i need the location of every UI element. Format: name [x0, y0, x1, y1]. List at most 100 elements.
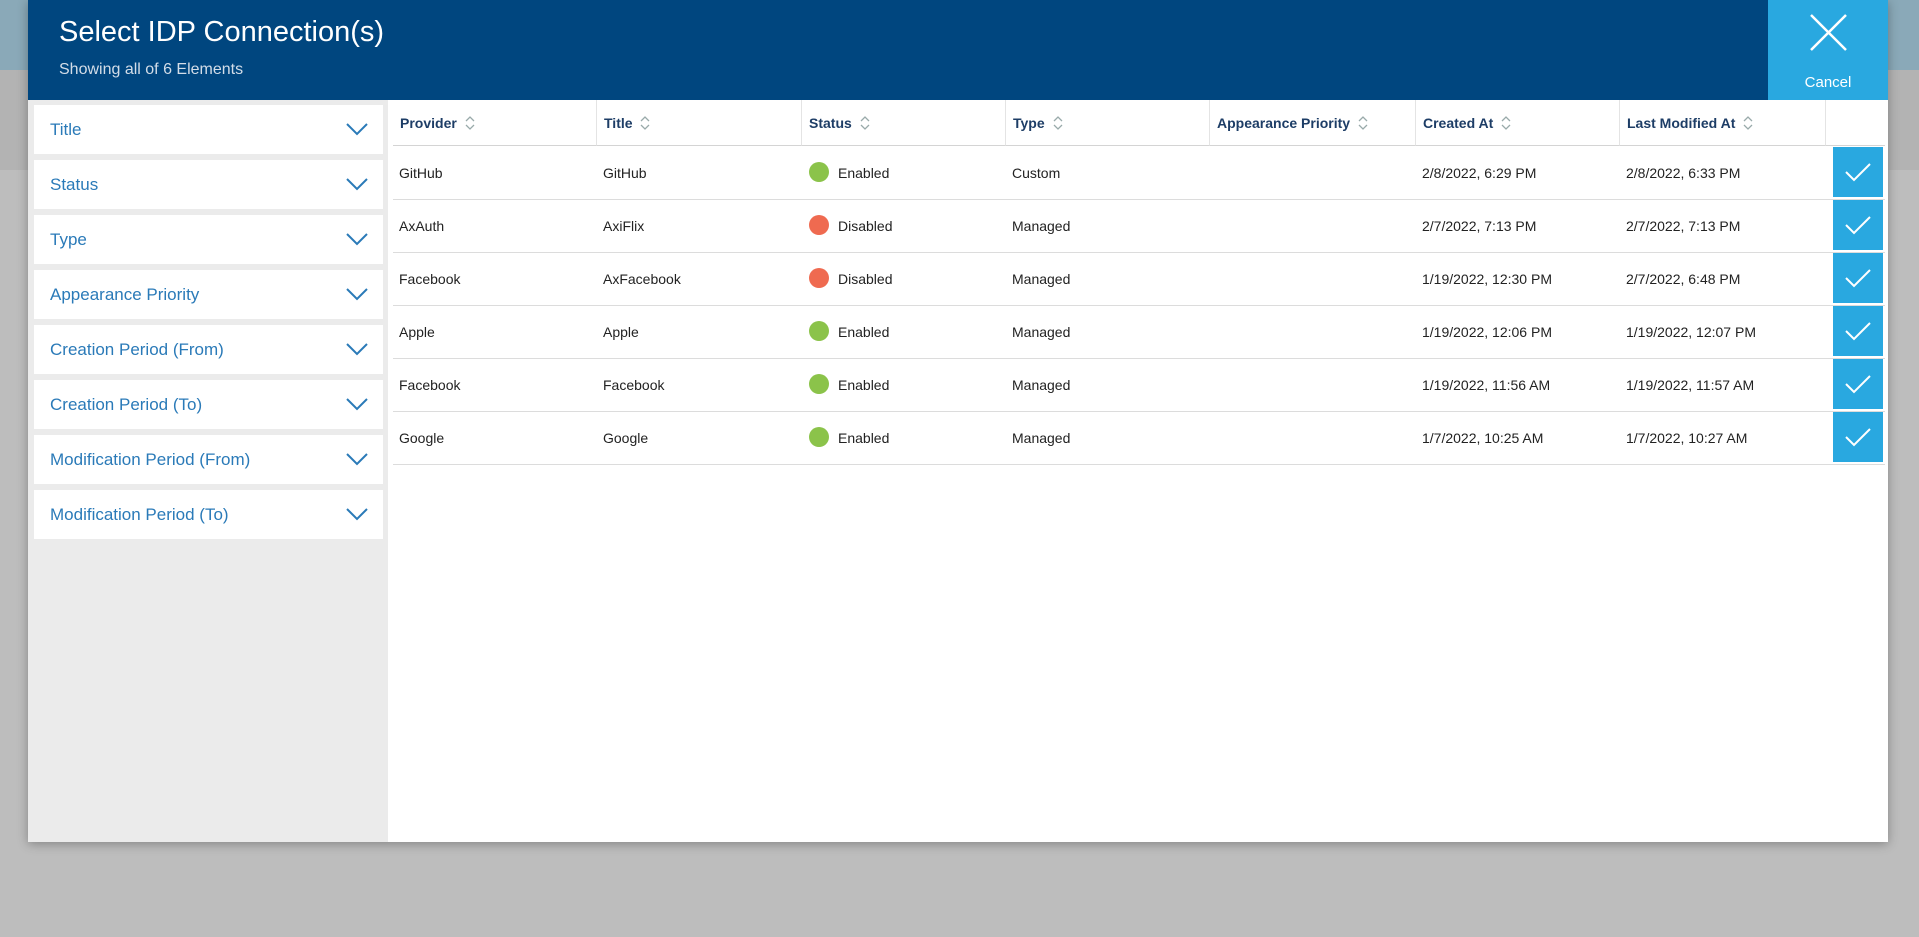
column-header[interactable]: Type: [1006, 100, 1210, 146]
column-label: Last Modified At: [1627, 115, 1753, 131]
chevron-icon: [346, 288, 368, 301]
cancel-label: Cancel: [1804, 74, 1852, 91]
filter-panel: Title Status Type Appearance Priority Creati…: [28, 100, 388, 842]
status-dot: [809, 427, 829, 447]
filter-label: Creation Period (To): [50, 395, 203, 414]
status-dot: [809, 321, 829, 341]
column-header[interactable]: Status: [802, 100, 1006, 146]
table-cell: Custom: [1012, 165, 1061, 181]
row-divider: [393, 411, 1885, 412]
header-cell: [1826, 100, 1885, 146]
column-header[interactable]: Title: [597, 100, 802, 146]
sort-icon: [1743, 116, 1753, 130]
filter-item[interactable]: Title: [34, 105, 383, 154]
select-button[interactable]: [1833, 200, 1883, 250]
dialog-header: Select IDP Connection(s) Showing all of …: [28, 0, 1768, 100]
table-cell: Managed: [1012, 218, 1071, 234]
status-dot: [809, 215, 829, 235]
check-icon: [1845, 163, 1871, 182]
row-divider: [393, 358, 1885, 359]
table-cell: Google: [603, 430, 649, 446]
table-cell: 2/8/2022, 6:29 PM: [1422, 165, 1537, 181]
status-dot: [809, 268, 829, 288]
column-label: Title: [604, 115, 650, 131]
table-cell: AxiFlix: [603, 218, 645, 234]
check-icon: [1845, 375, 1871, 394]
table-cell: Enabled: [838, 377, 890, 393]
table-cell: Facebook: [399, 271, 461, 287]
table-cell: 1/19/2022, 12:07 PM: [1626, 324, 1756, 340]
sort-icon: [860, 116, 870, 130]
column-header[interactable]: Created At: [1416, 100, 1620, 146]
table-cell: GitHub: [603, 165, 647, 181]
filter-label: Status: [50, 175, 99, 194]
column-label: Created At: [1423, 115, 1511, 131]
table-cell: GitHub: [399, 165, 443, 181]
table-cell: 1/7/2022, 10:27 AM: [1626, 430, 1748, 446]
column-label: Appearance Priority: [1217, 115, 1368, 131]
dialog-subtitle: Showing all of 6 Elements: [59, 61, 244, 78]
table-cell: 1/19/2022, 11:56 AM: [1422, 377, 1551, 393]
cancel-button[interactable]: Cancel: [1768, 0, 1888, 100]
close-icon: [1810, 14, 1847, 51]
select-button[interactable]: [1833, 359, 1883, 409]
column-label: Type: [1013, 115, 1063, 131]
table-cell: Apple: [603, 324, 639, 340]
select-button[interactable]: [1833, 412, 1883, 462]
check-icon: [1845, 269, 1871, 288]
filter-label: Modification Period (To): [50, 505, 229, 524]
sort-icon: [640, 116, 650, 130]
table-cell: 2/7/2022, 6:48 PM: [1626, 271, 1741, 287]
column-header[interactable]: Appearance Priority: [1210, 100, 1416, 146]
table-cell: 2/7/2022, 7:13 PM: [1422, 218, 1537, 234]
filter-item[interactable]: Modification Period (From): [34, 435, 383, 484]
select-button[interactable]: [1833, 147, 1883, 197]
table-cell: Disabled: [838, 271, 893, 287]
filter-item[interactable]: Creation Period (To): [34, 380, 383, 429]
filter-item[interactable]: Appearance Priority: [34, 270, 383, 319]
status-dot: [809, 374, 829, 394]
chevron-icon: [346, 398, 368, 411]
table-cell: Disabled: [838, 218, 893, 234]
sort-icon: [1501, 116, 1511, 130]
table-cell: Apple: [399, 324, 435, 340]
select-button[interactable]: [1833, 306, 1883, 356]
filter-item[interactable]: Status: [34, 160, 383, 209]
table-cell: Managed: [1012, 377, 1071, 393]
status-dot: [809, 162, 829, 182]
filter-item[interactable]: Creation Period (From): [34, 325, 383, 374]
filter-item[interactable]: Type: [34, 215, 383, 264]
table-cell: 1/19/2022, 12:30 PM: [1422, 271, 1552, 287]
sort-icon: [1358, 116, 1368, 130]
row-divider: [393, 305, 1885, 306]
column-label: Provider: [400, 115, 475, 131]
dialog-title: Select IDP Connection(s): [59, 16, 385, 48]
table-cell: Managed: [1012, 324, 1071, 340]
chevron-icon: [346, 508, 368, 521]
sort-icon: [465, 116, 475, 130]
column-label: Status: [809, 115, 870, 131]
table-cell: AxFacebook: [603, 271, 681, 287]
table-cell: 1/19/2022, 11:57 AM: [1626, 377, 1755, 393]
column-header[interactable]: Last Modified At: [1620, 100, 1826, 146]
table-cell: Facebook: [399, 377, 461, 393]
table-cell: 2/7/2022, 7:13 PM: [1626, 218, 1741, 234]
table-cell: Enabled: [838, 324, 890, 340]
filter-label: Appearance Priority: [50, 285, 200, 304]
table-cell: AxAuth: [399, 218, 445, 234]
row-divider: [393, 464, 1885, 465]
filter-label: Modification Period (From): [50, 450, 251, 469]
column-header[interactable]: Provider: [393, 100, 597, 146]
row-divider: [393, 252, 1885, 253]
chevron-icon: [346, 123, 368, 136]
check-icon: [1845, 428, 1871, 447]
table-cell: Managed: [1012, 271, 1071, 287]
filter-item[interactable]: Modification Period (To): [34, 490, 383, 539]
table-cell: 1/7/2022, 10:25 AM: [1422, 430, 1544, 446]
select-button[interactable]: [1833, 253, 1883, 303]
table-cell: Facebook: [603, 377, 665, 393]
filter-label: Type: [50, 230, 87, 249]
chevron-icon: [346, 178, 368, 191]
chevron-icon: [346, 233, 368, 246]
